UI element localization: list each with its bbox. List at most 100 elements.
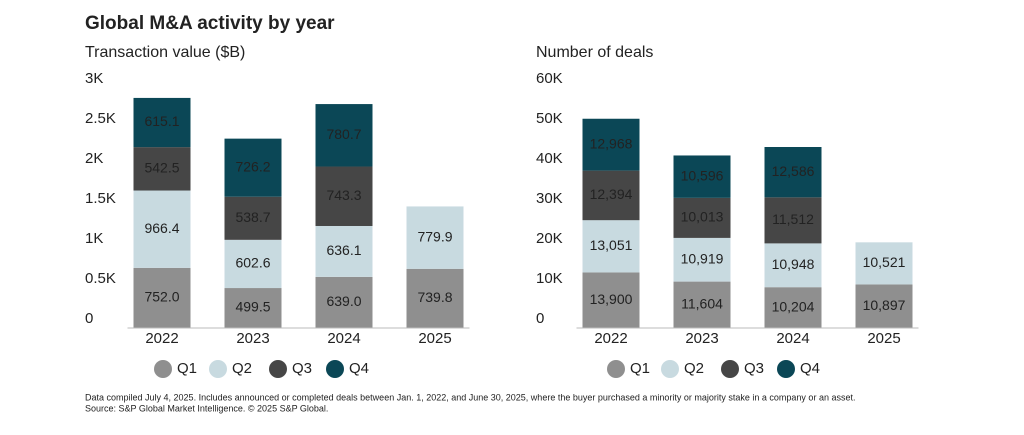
- bar-segment: [673, 237, 731, 282]
- legend-label: Q1: [177, 360, 197, 377]
- bar-segment: [673, 197, 731, 238]
- legend-swatch: [777, 360, 795, 378]
- bar-segment: [315, 225, 373, 277]
- y-tick-label: 1K: [85, 230, 103, 247]
- y-tick-label: 2K: [85, 150, 103, 167]
- bar-segment: [673, 281, 731, 328]
- bar-segment: [764, 287, 822, 328]
- value-label: 12,394: [590, 186, 633, 202]
- legend-label: Q3: [744, 360, 764, 377]
- bar-segment: [224, 138, 282, 197]
- bar-segment: [855, 242, 913, 285]
- legend-swatch: [661, 360, 679, 378]
- bar-segment: [673, 155, 731, 198]
- value-label: 13,051: [590, 237, 633, 253]
- x-tick-label: 2022: [594, 330, 627, 347]
- page-title: Global M&A activity by year: [85, 13, 335, 34]
- value-label: 10,897: [863, 297, 906, 313]
- x-tick-label: 2025: [418, 330, 451, 347]
- value-label: 10,013: [681, 209, 724, 225]
- x-tick-label: 2024: [327, 330, 360, 347]
- legend-swatch: [326, 360, 344, 378]
- legend-label: Q3: [292, 360, 312, 377]
- value-label: 542.5: [144, 160, 179, 176]
- x-tick-label: 2023: [236, 330, 269, 347]
- y-tick-label: 0: [536, 310, 544, 327]
- legend-label: Q2: [232, 360, 252, 377]
- bar-segment: [224, 196, 282, 240]
- bar-segment: [764, 197, 822, 244]
- y-tick-label: 50K: [536, 110, 563, 127]
- bar-segment: [406, 268, 464, 328]
- value-label: 602.6: [235, 255, 270, 271]
- bar-segment: [582, 170, 640, 221]
- value-label: 13,900: [590, 291, 633, 307]
- value-label: 779.9: [417, 228, 452, 244]
- value-label: 12,586: [772, 163, 815, 179]
- bar-segment: [224, 239, 282, 289]
- value-label: 11,512: [772, 211, 814, 227]
- y-tick-label: 60K: [536, 70, 563, 87]
- chart-subtitle: Transaction value ($B): [85, 44, 245, 61]
- y-tick-label: 10K: [536, 270, 563, 287]
- x-tick-label: 2023: [685, 330, 718, 347]
- legend-label: Q1: [630, 360, 650, 377]
- value-label: 10,948: [772, 256, 815, 272]
- y-tick-label: 1.5K: [85, 190, 116, 207]
- x-tick-label: 2025: [867, 330, 900, 347]
- value-label: 12,968: [590, 135, 633, 151]
- value-label: 739.8: [417, 289, 452, 305]
- y-tick-label: 2.5K: [85, 110, 116, 127]
- bar-segment: [406, 206, 464, 269]
- value-label: 10,204: [772, 298, 815, 314]
- x-tick-label: 2022: [145, 330, 178, 347]
- bar-segment: [315, 276, 373, 328]
- bar-segment: [133, 147, 191, 191]
- value-label: 10,596: [681, 167, 724, 183]
- legend-swatch: [209, 360, 227, 378]
- bar-segment: [855, 284, 913, 328]
- value-label: 966.4: [144, 220, 179, 236]
- value-label: 726.2: [235, 158, 270, 174]
- value-label: 499.5: [235, 299, 270, 315]
- y-tick-label: 40K: [536, 150, 563, 167]
- y-tick-label: 20K: [536, 230, 563, 247]
- legend-swatch: [721, 360, 739, 378]
- value-label: 639.0: [326, 293, 361, 309]
- bar-segment: [582, 272, 640, 328]
- bar-segment: [315, 166, 373, 226]
- bar-segment: [764, 243, 822, 288]
- chart-subtitle: Number of deals: [536, 44, 653, 61]
- value-label: 752.0: [144, 289, 179, 305]
- value-label: 780.7: [326, 126, 361, 142]
- value-label: 11,604: [681, 295, 723, 311]
- y-tick-label: 0: [85, 310, 93, 327]
- legend-label: Q4: [800, 360, 820, 377]
- legend-swatch: [154, 360, 172, 378]
- value-label: 743.3: [326, 187, 361, 203]
- legend-swatch: [269, 360, 287, 378]
- legend-label: Q2: [684, 360, 704, 377]
- bar-segment: [582, 118, 640, 171]
- bar-segment: [133, 97, 191, 148]
- value-label: 10,919: [681, 250, 724, 266]
- legend-swatch: [607, 360, 625, 378]
- value-label: 10,521: [863, 254, 906, 270]
- bar-segment: [133, 190, 191, 268]
- value-label: 615.1: [144, 113, 179, 129]
- bar-segment: [764, 147, 822, 198]
- bar-segment: [582, 220, 640, 273]
- bar-segment: [315, 104, 373, 167]
- bar-segment: [224, 288, 282, 328]
- y-tick-label: 3K: [85, 70, 103, 87]
- source: Source: S&P Global Market Intelligence. …: [85, 403, 328, 413]
- x-tick-label: 2024: [776, 330, 809, 347]
- footnote: Data compiled July 4, 2025. Includes ann…: [85, 392, 855, 402]
- bar-segment: [133, 267, 191, 328]
- legend-label: Q4: [349, 360, 369, 377]
- y-tick-label: 30K: [536, 190, 563, 207]
- y-tick-label: 0.5K: [85, 270, 116, 287]
- value-label: 636.1: [326, 242, 361, 258]
- value-label: 538.7: [235, 209, 270, 225]
